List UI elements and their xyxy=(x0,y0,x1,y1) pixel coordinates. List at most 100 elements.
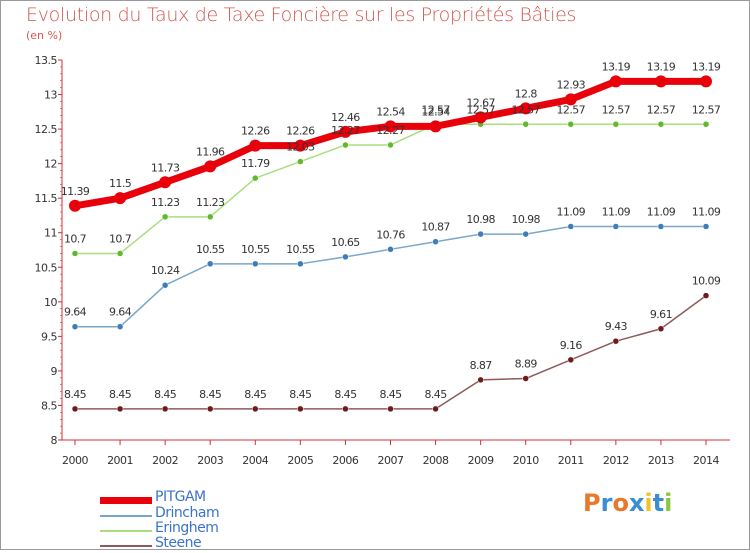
data-point-pitgam xyxy=(114,192,127,205)
data-label-steene: 8.87 xyxy=(470,359,493,372)
data-label-drincham: 10.76 xyxy=(376,228,405,241)
data-point-drincham xyxy=(432,238,439,245)
data-label-steene: 8.45 xyxy=(289,388,312,401)
data-label-eringhem: 10.7 xyxy=(109,232,132,245)
y-tick-label: 11 xyxy=(44,227,57,240)
logo-letter: o xyxy=(612,489,629,517)
x-tick-label: 2002 xyxy=(152,454,178,467)
data-label-steene: 9.16 xyxy=(560,339,583,352)
data-label-steene: 8.45 xyxy=(109,388,132,401)
x-tick-label: 2004 xyxy=(242,454,268,467)
data-label-drincham: 11.09 xyxy=(602,206,631,219)
data-point-eringhem xyxy=(297,158,304,165)
data-label-pitgam: 13.19 xyxy=(647,60,676,73)
y-tick-label: 12.5 xyxy=(35,123,58,136)
data-label-steene: 8.45 xyxy=(379,388,402,401)
data-point-eringhem xyxy=(342,141,349,149)
logo-letter: t xyxy=(652,489,665,517)
data-label-eringhem: 11.23 xyxy=(196,196,225,209)
chart-subtitle: (en %) xyxy=(26,29,63,42)
data-point-pitgam xyxy=(339,125,352,138)
data-label-pitgam: 11.96 xyxy=(196,145,225,158)
data-label-eringhem: 11.23 xyxy=(151,196,180,209)
data-point-steene xyxy=(206,405,214,413)
data-point-eringhem xyxy=(567,121,575,128)
data-point-steene xyxy=(342,405,349,413)
data-label-steene: 8.45 xyxy=(244,388,267,401)
data-point-steene xyxy=(252,405,259,413)
data-point-steene xyxy=(387,405,394,413)
data-point-steene xyxy=(657,325,665,333)
data-label-pitgam: 12.46 xyxy=(331,111,360,124)
data-point-steene xyxy=(612,337,620,345)
data-label-eringhem: 12.27 xyxy=(376,124,405,137)
data-label-pitgam: 12.8 xyxy=(515,87,538,100)
data-point-pitgam xyxy=(249,139,262,152)
data-label-eringhem: 12.27 xyxy=(331,124,360,137)
x-tick-label: 2014 xyxy=(693,454,719,467)
data-label-pitgam: 11.5 xyxy=(109,177,132,190)
data-point-steene xyxy=(477,376,484,384)
x-tick-label: 2009 xyxy=(468,454,494,467)
data-label-pitgam: 12.67 xyxy=(466,96,495,109)
data-point-pitgam xyxy=(159,176,172,189)
data-label-pitgam: 12.54 xyxy=(376,105,405,118)
x-tick-label: 2012 xyxy=(603,454,629,467)
data-label-eringhem: 12.57 xyxy=(602,103,631,116)
data-label-drincham: 10.98 xyxy=(511,213,540,226)
x-tick-label: 2008 xyxy=(423,454,449,467)
data-point-pitgam xyxy=(609,75,622,88)
data-label-drincham: 10.98 xyxy=(466,213,495,226)
data-label-drincham: 10.55 xyxy=(286,243,315,256)
data-label-steene: 8.45 xyxy=(334,388,357,401)
data-point-steene xyxy=(432,405,439,413)
logo-letter: P xyxy=(583,489,601,517)
proxiti-logo: Proxiti xyxy=(583,489,672,517)
data-label-eringhem: 11.79 xyxy=(241,157,270,170)
data-label-drincham: 11.09 xyxy=(692,206,721,219)
data-point-pitgam xyxy=(429,120,442,133)
data-label-steene: 8.45 xyxy=(154,388,177,401)
data-point-eringhem xyxy=(657,121,665,128)
data-point-pitgam xyxy=(519,102,532,115)
data-point-eringhem xyxy=(116,250,124,257)
y-tick-label: 8 xyxy=(51,434,58,447)
data-label-drincham: 9.64 xyxy=(109,306,132,319)
data-point-drincham xyxy=(567,223,575,230)
data-point-pitgam xyxy=(294,139,307,152)
data-point-steene xyxy=(71,405,79,413)
data-point-drincham xyxy=(71,323,79,330)
data-point-drincham xyxy=(297,260,304,268)
data-point-eringhem xyxy=(522,121,529,128)
data-point-eringhem xyxy=(71,250,79,257)
data-point-steene xyxy=(522,375,529,382)
data-point-drincham xyxy=(657,223,665,230)
data-label-pitgam: 12.26 xyxy=(241,125,270,138)
data-point-drincham xyxy=(702,223,710,230)
data-point-drincham xyxy=(477,230,484,238)
data-label-eringhem: 12.57 xyxy=(466,103,495,116)
data-label-eringhem: 12.57 xyxy=(421,103,450,116)
data-point-drincham xyxy=(612,223,620,230)
data-point-steene xyxy=(297,405,304,413)
data-label-drincham: 11.09 xyxy=(647,206,676,219)
data-label-drincham: 10.55 xyxy=(196,243,225,256)
data-point-eringhem xyxy=(612,121,620,128)
data-point-pitgam xyxy=(384,120,397,133)
y-tick-label: 8.5 xyxy=(41,399,57,412)
data-label-steene: 9.43 xyxy=(605,320,628,333)
data-label-steene: 8.45 xyxy=(64,388,87,401)
data-point-drincham xyxy=(206,260,214,268)
data-label-eringhem: 12.57 xyxy=(647,103,676,116)
logo-letter: i xyxy=(664,489,673,517)
data-point-steene xyxy=(116,405,124,413)
data-label-pitgam: 11.73 xyxy=(151,161,180,174)
legend-swatch xyxy=(100,545,152,547)
data-point-drincham xyxy=(252,260,259,268)
data-label-steene: 10.09 xyxy=(692,275,721,288)
x-tick-label: 2003 xyxy=(197,454,223,467)
y-tick-label: 12 xyxy=(44,158,57,171)
data-point-steene xyxy=(567,356,575,364)
x-tick-label: 2005 xyxy=(287,454,313,467)
